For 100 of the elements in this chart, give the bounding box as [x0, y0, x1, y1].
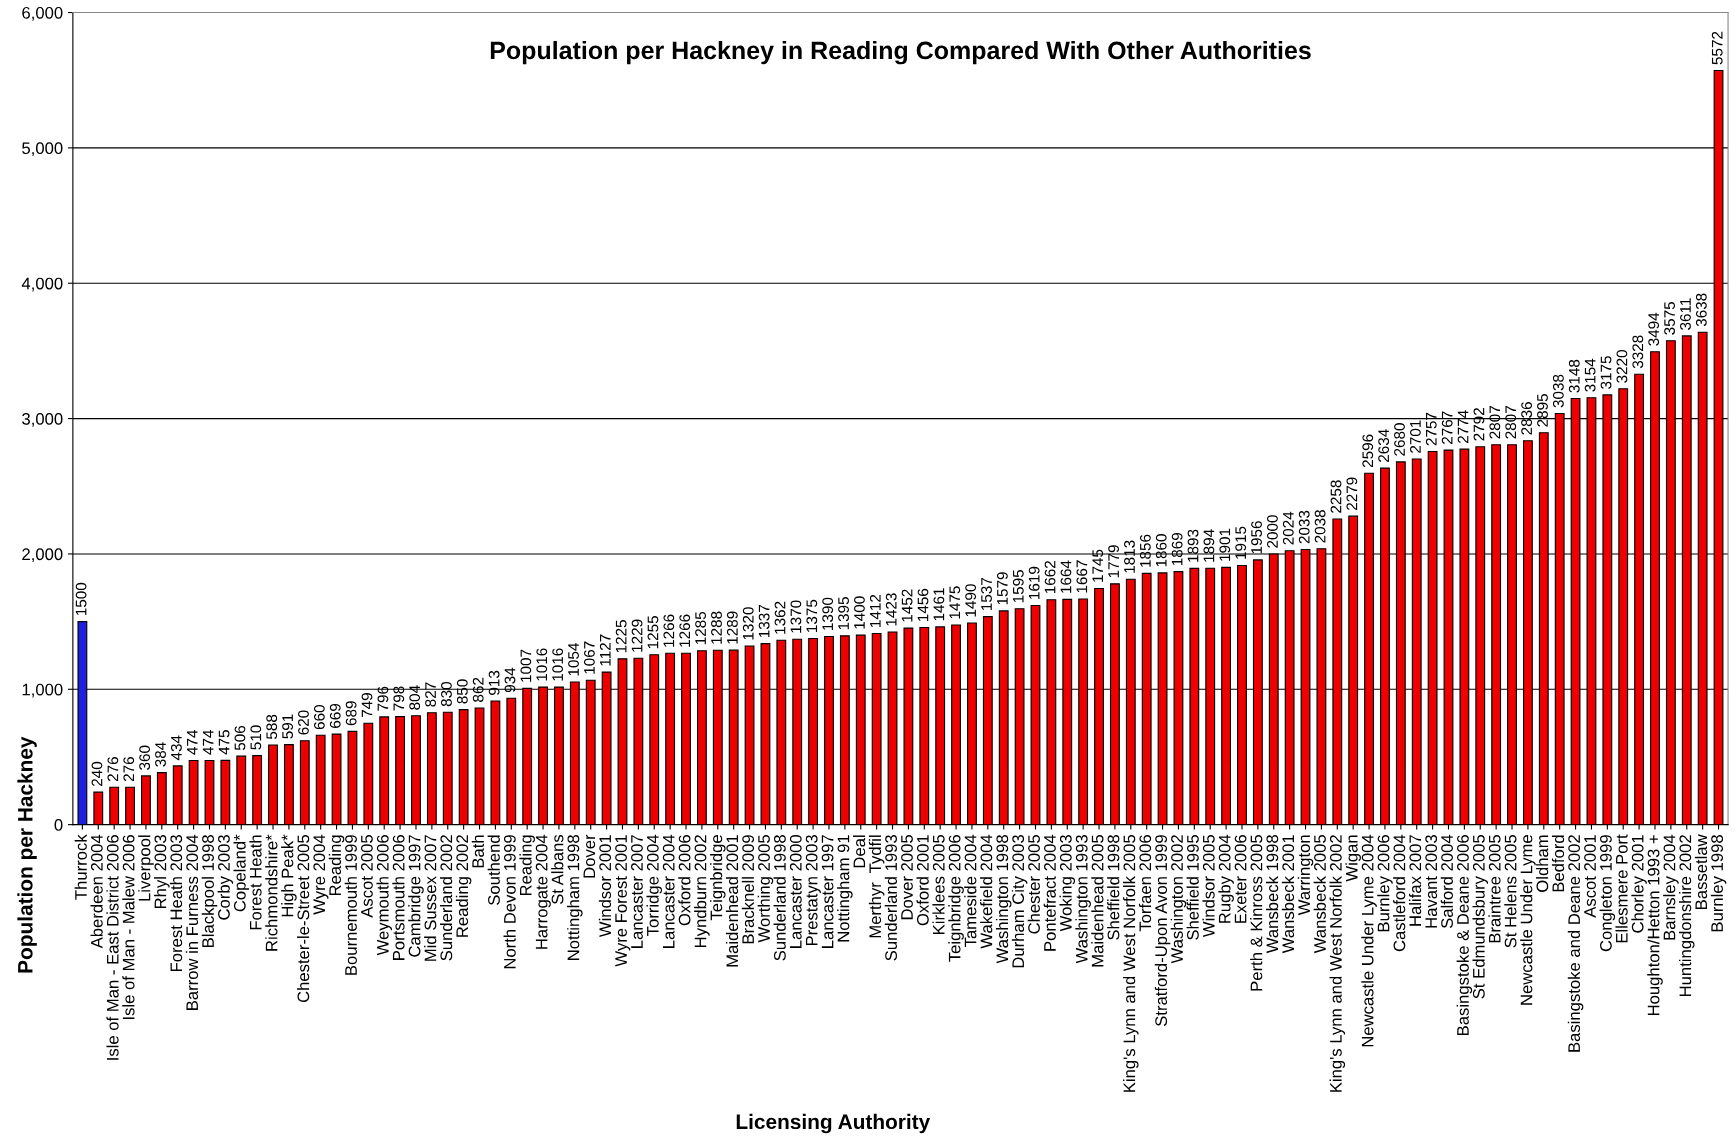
- y-tick-label: 6,000: [22, 6, 63, 21]
- data-label: 669: [329, 703, 341, 728]
- data-label: 360: [139, 745, 151, 770]
- data-label: 1412: [869, 594, 881, 627]
- x-tick-label: Barrow in Furness 2004: [185, 834, 199, 1010]
- x-tick-label: Lancaster 2000: [789, 835, 802, 948]
- data-label: 1127: [599, 634, 611, 666]
- data-label: 1337: [758, 605, 770, 638]
- bar: [411, 715, 421, 825]
- x-tick-label: Wyre Forest 2001: [615, 835, 631, 967]
- x-tick-label: Sunderland 1998: [773, 835, 786, 961]
- data-label: 2033: [1298, 510, 1310, 544]
- x-tick-label: Chorley 2001: [1631, 835, 1647, 933]
- x-tick-label: Wansbeck 2005: [1313, 835, 1326, 954]
- data-label: 3175: [1600, 356, 1612, 389]
- x-tick-label: Bath: [471, 835, 484, 868]
- data-label: 1266: [663, 614, 675, 647]
- x-tick-label: Bedford: [1551, 835, 1565, 892]
- data-label: 2000: [1267, 515, 1278, 548]
- x-tick-label: Deal: [852, 835, 866, 868]
- bar: [315, 734, 326, 825]
- x-tick-label: Dover: [583, 834, 596, 878]
- x-tick-label: Warrington: [1297, 835, 1314, 916]
- data-label: 749: [361, 693, 373, 718]
- data-label: 1475: [949, 586, 961, 619]
- bar: [204, 759, 215, 825]
- x-tick-label: Ascot 2005: [361, 835, 373, 918]
- x-tick-label: Maidenhead 2005: [1091, 835, 1104, 967]
- x-tick-label: Southend: [487, 835, 500, 905]
- data-label: 2895: [1537, 394, 1548, 427]
- x-tick-label: Torridge 2004: [646, 834, 663, 936]
- x-tick-label: Rhyl 2003: [154, 835, 170, 909]
- bar: [331, 733, 342, 825]
- data-label: 474: [187, 730, 198, 755]
- data-label: 475: [218, 730, 230, 755]
- data-label: 434: [170, 735, 182, 761]
- x-tick-label: Washington 1998: [995, 835, 1012, 964]
- x-tick-label: Cambridge 1997: [408, 835, 424, 957]
- x-tick-label: Reading 2002: [455, 835, 472, 937]
- data-label: 1067: [584, 641, 595, 674]
- y-tick-label: 3,000: [22, 412, 63, 427]
- x-tick-label: Pontefract 2004: [1043, 834, 1056, 951]
- data-label: 3494: [1648, 312, 1660, 346]
- x-tick-label: High Peak*: [281, 834, 297, 917]
- data-label: 1956: [1251, 521, 1262, 554]
- x-tick-label: Teignbridge: [710, 835, 726, 921]
- y-tick-label: 4,000: [21, 277, 63, 292]
- data-label: 2038: [1314, 510, 1326, 543]
- bar: [299, 740, 310, 825]
- data-label: 2680: [1394, 423, 1405, 456]
- x-tick-label: Nottingham 1998: [567, 835, 583, 960]
- data-label: 796: [377, 686, 389, 711]
- data-label: 384: [155, 742, 166, 767]
- bar: [347, 730, 358, 825]
- bar: [156, 772, 167, 825]
- data-label: 1619: [1028, 566, 1040, 599]
- data-label: 1320: [742, 607, 754, 640]
- y-tick-label: 0: [54, 819, 63, 831]
- x-tick-label: Perth & Kinross 2005: [1250, 835, 1263, 991]
- data-label: 620: [298, 710, 309, 735]
- data-label: 1395: [838, 597, 849, 630]
- data-label: 1461: [933, 588, 945, 621]
- x-tick-label: Newcastle Under Lyme 2004: [1361, 834, 1377, 1047]
- x-tick-label: Aberdeen 2004: [90, 834, 103, 949]
- x-tick-label: Torfaen 2006: [1138, 835, 1152, 932]
- x-tick-label: Nottingham 91: [837, 835, 853, 942]
- data-label: 660: [313, 705, 325, 730]
- x-tick-label: Hyndburn 2002: [694, 835, 710, 947]
- bar: [283, 744, 294, 825]
- x-tick-label: Bassetlaw: [1694, 834, 1708, 909]
- bar: [141, 775, 151, 825]
- x-tick-label: Burnley 2006: [1377, 835, 1393, 932]
- data-label: 689: [345, 701, 357, 726]
- x-tick-label: Prestatyn 2003: [805, 835, 821, 946]
- bar: [236, 755, 247, 825]
- data-label: 1266: [679, 614, 691, 647]
- x-tick-label: Worthing 2005: [757, 835, 774, 943]
- x-tick-label: Sunderland 1993: [884, 835, 897, 961]
- data-label: 3154: [1584, 358, 1596, 392]
- bar: [426, 712, 437, 825]
- data-label: 3638: [1695, 293, 1707, 327]
- x-tick-label: Huntingdonshire 2002: [1678, 835, 1695, 997]
- data-label: 1007: [520, 649, 532, 682]
- x-tick-label: Windsor 2005: [1202, 835, 1215, 938]
- x-tick-label: Oxford 2001: [916, 835, 929, 926]
- x-tick-label: Forest Heath 2003: [169, 835, 183, 972]
- x-tick-label: Mid Sussex 2007: [424, 835, 437, 961]
- data-label: 1400: [854, 596, 865, 629]
- x-tick-label: Liverpool: [138, 835, 154, 901]
- x-tick-label: Teignbridge 2006: [948, 835, 964, 962]
- x-tick-label: Blackpool 1998: [201, 835, 218, 947]
- bar: [379, 716, 390, 825]
- data-label: 240: [91, 761, 103, 786]
- data-label: 1229: [631, 619, 643, 652]
- data-label: 1537: [981, 577, 992, 611]
- x-tick-label: Kirklees 2005: [932, 835, 945, 934]
- bar: [506, 697, 517, 825]
- bar: [474, 707, 485, 825]
- bar: [363, 722, 374, 825]
- data-label: 2774: [1457, 410, 1469, 443]
